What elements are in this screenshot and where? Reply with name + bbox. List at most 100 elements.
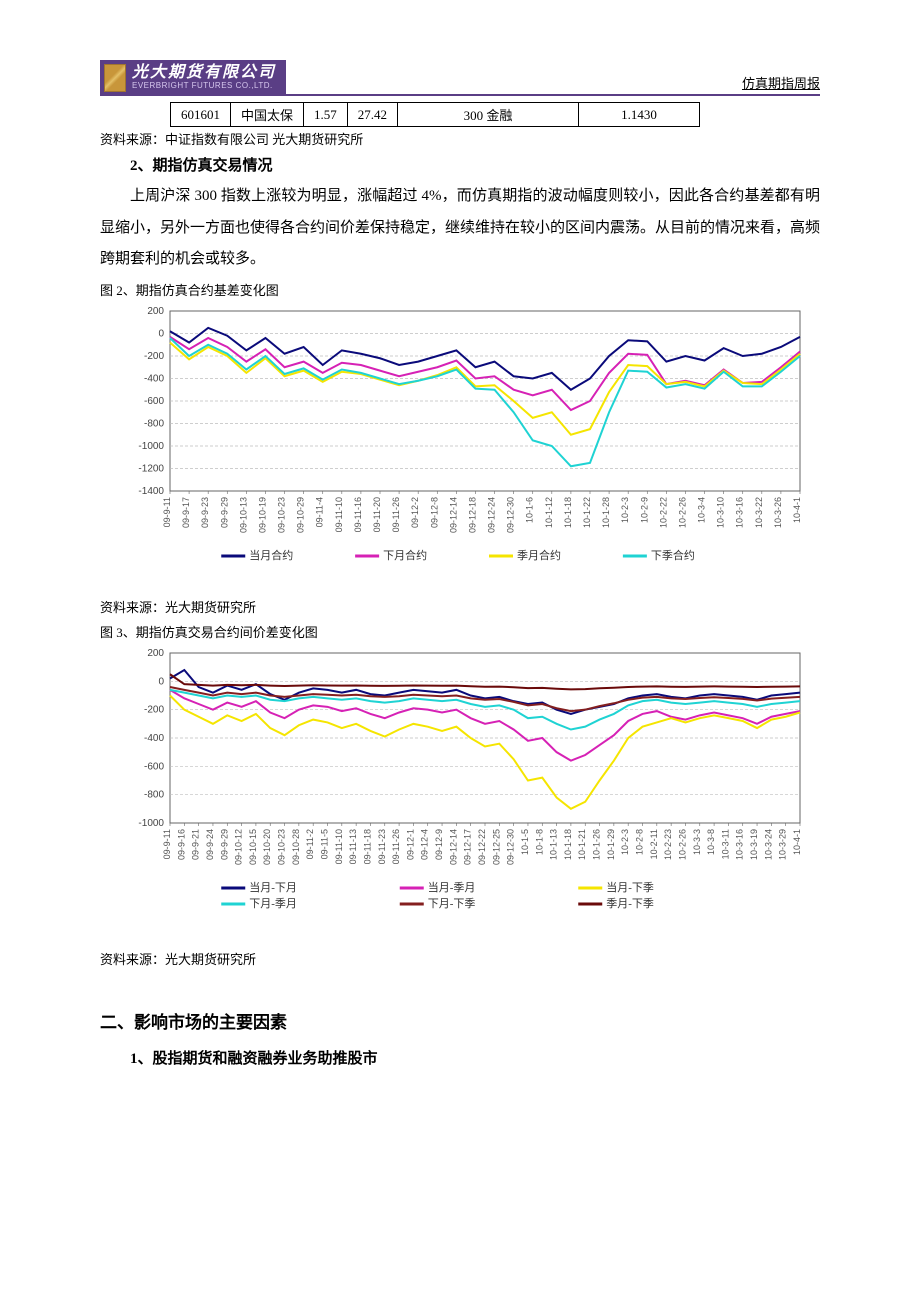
svg-text:09-9-11: 09-9-11	[162, 829, 172, 859]
svg-text:10-2-23: 10-2-23	[663, 829, 673, 860]
table-row: 601601 中国太保 1.57 27.42 300 金融 1.1430	[171, 103, 700, 127]
logo-icon	[104, 64, 126, 92]
svg-text:10-2-22: 10-2-22	[658, 497, 668, 528]
svg-text:09-9-16: 09-9-16	[176, 829, 186, 860]
svg-text:10-2-26: 10-2-26	[677, 497, 687, 528]
svg-text:09-12-17: 09-12-17	[463, 829, 473, 865]
cell-v2: 27.42	[347, 103, 397, 127]
svg-text:10-1-5: 10-1-5	[520, 829, 530, 855]
header-right-label: 仿真期指周报	[742, 73, 820, 94]
heading-3: 1、股指期货和融资融券业务助推股市	[100, 1047, 820, 1068]
svg-text:10-3-16: 10-3-16	[735, 497, 745, 528]
svg-text:10-1-18: 10-1-18	[563, 497, 573, 528]
svg-text:下月-下季: 下月-下季	[428, 897, 476, 910]
svg-text:-600: -600	[144, 761, 164, 772]
logo-text-cn: 光大期货有限公司	[132, 65, 276, 81]
cell-cat: 300 金融	[398, 103, 579, 127]
cell-v3: 1.1430	[579, 103, 700, 127]
svg-text:下月合约: 下月合约	[383, 548, 427, 562]
svg-text:10-1-12: 10-1-12	[544, 497, 554, 528]
svg-text:09-11-4: 09-11-4	[315, 497, 325, 527]
svg-text:09-10-23: 09-10-23	[277, 829, 287, 865]
svg-text:09-9-21: 09-9-21	[191, 829, 201, 860]
svg-text:09-11-10: 09-11-10	[334, 497, 344, 532]
svg-text:09-10-12: 09-10-12	[234, 829, 244, 865]
chart-3-svg: 2000-200-400-600-800-100009-9-1109-9-160…	[110, 643, 810, 943]
svg-text:09-10-29: 09-10-29	[296, 497, 306, 533]
svg-text:10-3-19: 10-3-19	[749, 829, 759, 860]
svg-text:10-3-29: 10-3-29	[778, 829, 788, 860]
svg-text:09-12-14: 09-12-14	[448, 497, 458, 533]
svg-text:09-9-29: 09-9-29	[219, 497, 229, 528]
svg-text:-1400: -1400	[138, 486, 164, 497]
svg-text:-400: -400	[144, 373, 164, 384]
svg-text:09-12-14: 09-12-14	[448, 829, 458, 865]
source-2: 资料来源：光大期货研究所	[100, 597, 820, 616]
svg-text:09-10-20: 09-10-20	[262, 829, 272, 865]
svg-text:10-1-18: 10-1-18	[563, 829, 573, 860]
svg-text:10-1-21: 10-1-21	[577, 829, 587, 860]
svg-text:10-3-16: 10-3-16	[735, 829, 745, 860]
svg-text:-1000: -1000	[138, 441, 164, 452]
svg-text:09-10-28: 09-10-28	[291, 829, 301, 865]
fig2-caption: 图 2、期指仿真合约基差变化图	[100, 280, 820, 299]
logo: 光大期货有限公司 EVERBRIGHT FUTURES CO.,LTD.	[100, 60, 286, 94]
svg-text:09-11-2: 09-11-2	[305, 829, 315, 859]
svg-text:09-11-16: 09-11-16	[353, 497, 363, 532]
svg-text:09-12-9: 09-12-9	[434, 829, 444, 860]
svg-text:10-3-4: 10-3-4	[697, 497, 707, 523]
svg-text:10-3-22: 10-3-22	[754, 497, 764, 528]
chart-3: 2000-200-400-600-800-100009-9-1109-9-160…	[110, 643, 810, 943]
data-table: 601601 中国太保 1.57 27.42 300 金融 1.1430	[170, 102, 700, 127]
svg-text:09-9-23: 09-9-23	[200, 497, 210, 528]
svg-text:09-10-19: 09-10-19	[257, 497, 267, 533]
svg-text:10-4-1: 10-4-1	[792, 497, 802, 523]
svg-text:10-1-28: 10-1-28	[601, 497, 611, 528]
svg-text:10-1-8: 10-1-8	[534, 829, 544, 855]
svg-text:09-11-26: 09-11-26	[391, 497, 401, 532]
header-bar: 光大期货有限公司 EVERBRIGHT FUTURES CO.,LTD. 仿真期…	[100, 60, 820, 96]
cell-code: 601601	[171, 103, 231, 127]
svg-text:09-11-10: 09-11-10	[334, 829, 344, 864]
svg-text:-200: -200	[144, 351, 164, 362]
svg-text:10-1-6: 10-1-6	[525, 497, 535, 523]
svg-text:09-12-4: 09-12-4	[420, 829, 430, 860]
svg-text:200: 200	[147, 648, 164, 659]
cell-v1: 1.57	[304, 103, 348, 127]
svg-text:09-12-1: 09-12-1	[405, 829, 415, 860]
svg-text:09-10-15: 09-10-15	[248, 829, 258, 865]
svg-text:09-12-22: 09-12-22	[477, 829, 487, 865]
svg-text:-600: -600	[144, 396, 164, 407]
svg-text:10-2-9: 10-2-9	[639, 497, 649, 523]
heading-2: 二、影响市场的主要因素	[100, 1008, 820, 1033]
svg-text:09-9-11: 09-9-11	[162, 497, 172, 527]
svg-text:0: 0	[158, 328, 164, 339]
svg-text:09-9-24: 09-9-24	[205, 829, 215, 860]
svg-text:10-2-8: 10-2-8	[635, 829, 645, 855]
svg-text:09-12-24: 09-12-24	[487, 497, 497, 533]
section-2-title: 2、期指仿真交易情况	[100, 154, 820, 175]
svg-text:-1000: -1000	[138, 818, 164, 829]
svg-text:09-12-18: 09-12-18	[467, 497, 477, 533]
logo-text-en: EVERBRIGHT FUTURES CO.,LTD.	[132, 81, 276, 91]
svg-text:当月合约: 当月合约	[249, 548, 293, 562]
svg-text:09-12-2: 09-12-2	[410, 497, 420, 528]
svg-text:10-3-26: 10-3-26	[773, 497, 783, 528]
svg-text:10-4-1: 10-4-1	[792, 829, 802, 855]
svg-text:当月-下季: 当月-下季	[606, 880, 654, 894]
svg-text:-800: -800	[144, 418, 164, 429]
svg-text:季月合约: 季月合约	[517, 548, 561, 562]
svg-text:当月-季月: 当月-季月	[428, 880, 476, 894]
svg-text:10-3-8: 10-3-8	[706, 829, 716, 855]
svg-text:10-1-29: 10-1-29	[606, 829, 616, 860]
source-3: 资料来源：光大期货研究所	[100, 949, 820, 968]
svg-text:09-10-23: 09-10-23	[277, 497, 287, 533]
svg-text:09-11-20: 09-11-20	[372, 497, 382, 532]
svg-text:-200: -200	[144, 704, 164, 715]
svg-text:09-12-8: 09-12-8	[429, 497, 439, 528]
svg-text:0: 0	[158, 676, 164, 687]
svg-text:季月-下季: 季月-下季	[606, 897, 654, 910]
svg-text:09-11-5: 09-11-5	[320, 829, 330, 859]
svg-text:10-1-13: 10-1-13	[549, 829, 559, 860]
svg-text:09-12-25: 09-12-25	[491, 829, 501, 865]
